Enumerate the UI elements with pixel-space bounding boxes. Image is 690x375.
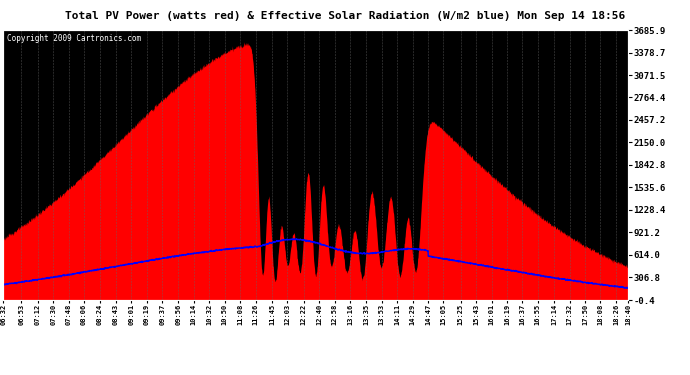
Text: Copyright 2009 Cartronics.com: Copyright 2009 Cartronics.com (7, 34, 141, 43)
Text: Total PV Power (watts red) & Effective Solar Radiation (W/m2 blue) Mon Sep 14 18: Total PV Power (watts red) & Effective S… (65, 11, 625, 21)
